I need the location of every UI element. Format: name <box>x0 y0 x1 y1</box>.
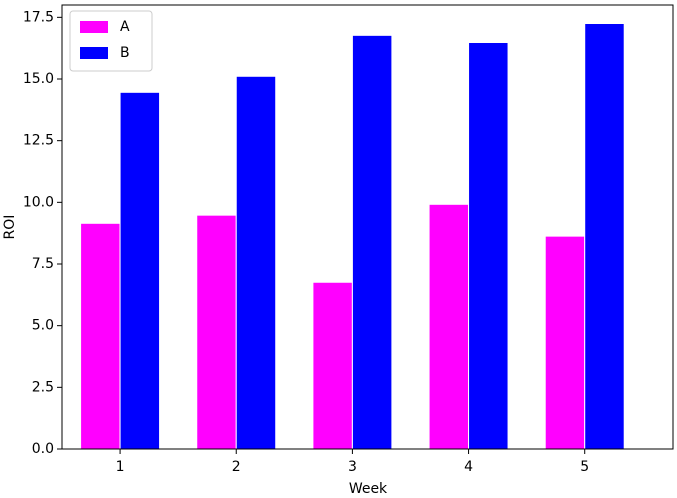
x-tick-label: 4 <box>464 459 473 475</box>
y-tick-label: 7.5 <box>32 256 54 272</box>
bar <box>235 75 277 450</box>
legend-swatch <box>80 47 108 59</box>
legend-label: A <box>120 19 130 35</box>
y-tick-label: 0.0 <box>32 441 54 457</box>
bar <box>544 235 586 450</box>
y-tick-label: 15.0 <box>23 71 54 87</box>
y-axis-label: ROI <box>2 215 18 240</box>
x-tick-label: 1 <box>116 459 125 475</box>
x-tick-label: 3 <box>348 459 357 475</box>
x-tick-label: 5 <box>580 459 589 475</box>
bar <box>428 203 470 450</box>
legend-box <box>69 10 153 72</box>
y-tick-label: 17.5 <box>23 9 54 25</box>
y-tick-label: 5.0 <box>32 318 54 334</box>
bar <box>468 41 509 450</box>
bar <box>312 281 353 450</box>
bar <box>584 23 625 450</box>
x-tick-label: 2 <box>232 459 241 475</box>
plot-frame <box>61 4 674 450</box>
y-tick-label: 10.0 <box>23 194 54 210</box>
bar <box>196 214 237 450</box>
y-tick-label: 12.5 <box>23 133 54 149</box>
x-axis-label: Week <box>349 481 388 497</box>
legend-label: B <box>120 45 130 61</box>
legend-swatch <box>80 21 108 33</box>
bar <box>80 222 121 450</box>
y-tick-label: 2.5 <box>32 379 54 395</box>
bar <box>119 91 161 450</box>
bar <box>351 34 393 450</box>
